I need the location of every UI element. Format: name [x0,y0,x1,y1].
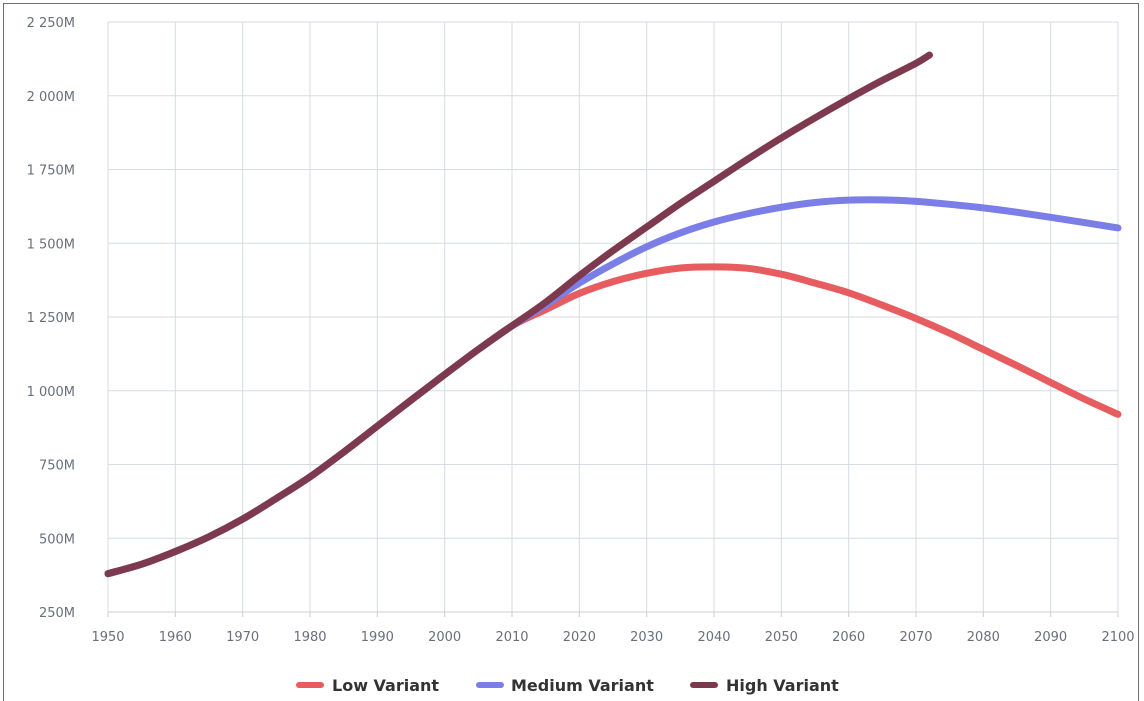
series-line-medium-variant [104,196,1122,578]
x-tick-label-2070: 2070 [899,630,932,645]
legend-item-high-variant[interactable]: High Variant [690,676,839,695]
series-line-low-variant [104,263,1122,578]
x-tick-label-2090: 2090 [1034,630,1067,645]
x-tick-label-2000: 2000 [428,630,461,645]
x-tick-label-2020: 2020 [563,630,596,645]
x-tick-label-2030: 2030 [630,630,663,645]
chart-frame [3,3,1139,701]
axis-layer: 1950 1960 1970 1980 1990 2000 2010 2020 2030 2040… [27,16,1135,645]
y-tick-label-1000: 1 000M [27,385,75,400]
y-tick-label-2000: 2 000M [27,90,75,105]
y-tick-label-1250: 1 250M [27,311,75,326]
y-tick-label-1500: 1 500M [27,237,75,252]
legend-label-high-variant: High Variant [726,676,839,695]
legend-item-low-variant[interactable]: Low Variant [296,676,439,695]
y-tick-label-2250: 2 250M [27,16,75,31]
x-tick-label-2060: 2060 [832,630,865,645]
y-tick-label-1750: 1 750M [27,164,75,179]
x-tick-label-1950: 1950 [91,630,124,645]
x-tick-label-2050: 2050 [765,630,798,645]
x-tick-label-1960: 1960 [159,630,192,645]
x-tick-label-1990: 1990 [361,630,394,645]
y-tick-label-750: 750M [39,459,75,474]
y-tick-label-500: 500M [39,532,75,547]
legend-label-medium-variant: Medium Variant [511,676,654,695]
x-tick-label-2100: 2100 [1101,630,1134,645]
legend-label-low-variant: Low Variant [332,676,439,695]
legend-item-medium-variant[interactable]: Medium Variant [476,676,654,695]
x-tick-label-2080: 2080 [967,630,1000,645]
x-tick-label-2040: 2040 [697,630,730,645]
y-tick-label-250: 250M [39,606,75,621]
series-layer [104,51,1122,578]
grid-layer [107,21,1119,613]
legend: Low Variant Medium Variant High Variant [296,676,839,695]
x-tick-label-1980: 1980 [293,630,326,645]
x-tick-label-1970: 1970 [226,630,259,645]
series-line-high-variant [104,51,933,578]
x-tick-label-2010: 2010 [495,630,528,645]
